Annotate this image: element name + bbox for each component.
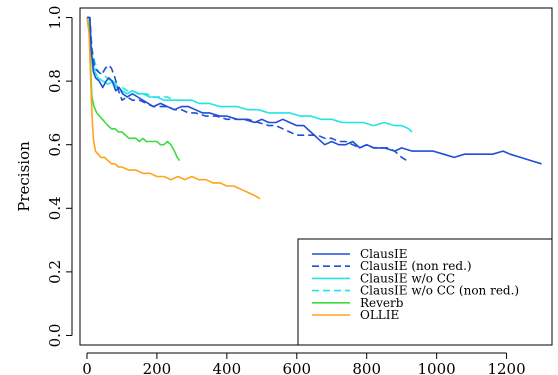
- x-tick-label: 0: [82, 360, 92, 375]
- y-tick-label: 0.6: [46, 133, 64, 157]
- y-tick-label: 0.8: [46, 69, 64, 93]
- x-tick-label: 1000: [418, 360, 456, 375]
- y-axis-label: Precision: [15, 141, 33, 212]
- series-lines: [86, 16, 542, 200]
- legend-label-clausie: ClausIE: [360, 247, 408, 261]
- y-tick-label: 0.4: [46, 196, 64, 220]
- x-tick-label: 200: [143, 360, 172, 375]
- x-tick-label: 400: [213, 360, 242, 375]
- y-axis: 0.0 0.2 0.4 0.6 0.8 1.0: [46, 6, 73, 348]
- legend-label-clausie-w-o-cc: ClausIE w/o CC: [360, 271, 455, 285]
- series-line-reverb: [87, 16, 181, 162]
- x-axis: 0 200 400 600 800 1000 1200: [82, 352, 526, 375]
- y-tick-label: 0.0: [46, 324, 64, 348]
- series-line-clausie-w-o-cc-non-red: [87, 16, 182, 101]
- series-line-ollie: [86, 17, 261, 200]
- legend-box: [297, 238, 553, 346]
- legend-label-reverb: Reverb: [360, 296, 404, 310]
- y-tick-label: 1.0: [46, 6, 64, 30]
- legend-label-clausie-w-o-cc-non-red: ClausIE w/o CC (non red.): [360, 284, 519, 298]
- series-line-clausie-w-o-cc: [87, 16, 413, 133]
- series-line-clausie: [87, 16, 542, 165]
- legend-label-ollie: OLLIE: [360, 308, 399, 322]
- x-tick-label: 1200: [487, 360, 525, 375]
- series-line-clausie-non-red: [87, 16, 408, 162]
- y-tick-label: 0.2: [46, 260, 64, 284]
- x-tick-label: 800: [352, 360, 381, 375]
- x-tick-label: 600: [282, 360, 311, 375]
- legend-label-clausie-non-red: ClausIE (non red.): [360, 259, 472, 273]
